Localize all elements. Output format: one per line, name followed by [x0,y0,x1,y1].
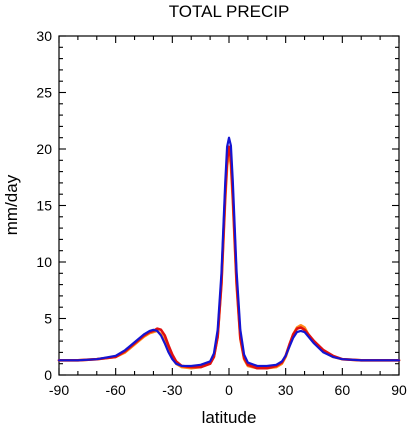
y-tick-label: 10 [36,254,52,270]
x-tick-label: -60 [106,382,126,398]
plot-area: -90 -60 -30 0 30 60 90 0 5 10 15 20 25 30 [36,28,407,398]
x-tick-label: 60 [335,382,351,398]
y-tick-label: 25 [36,85,52,101]
x-tick-label: 30 [278,382,294,398]
x-tick-label: -90 [49,382,69,398]
x-axis-label: latitude [202,408,257,426]
y-tick-label: 5 [44,311,52,327]
chart-title: TOTAL PRECIP [169,2,290,21]
series-line-3 [57,136,401,368]
x-tick-label: 0 [225,382,233,398]
series-line-1 [57,149,401,370]
y-tick-label: 15 [36,198,52,214]
y-tick-label: 20 [36,141,52,157]
series-line-2 [57,145,401,370]
y-tick-label: 0 [44,367,52,383]
x-tick-label: 90 [391,382,407,398]
x-tick-label: -30 [162,382,182,398]
plot-frame [58,35,400,376]
y-axis-label: mm/day [2,174,21,235]
y-tick-label: 30 [36,28,52,44]
